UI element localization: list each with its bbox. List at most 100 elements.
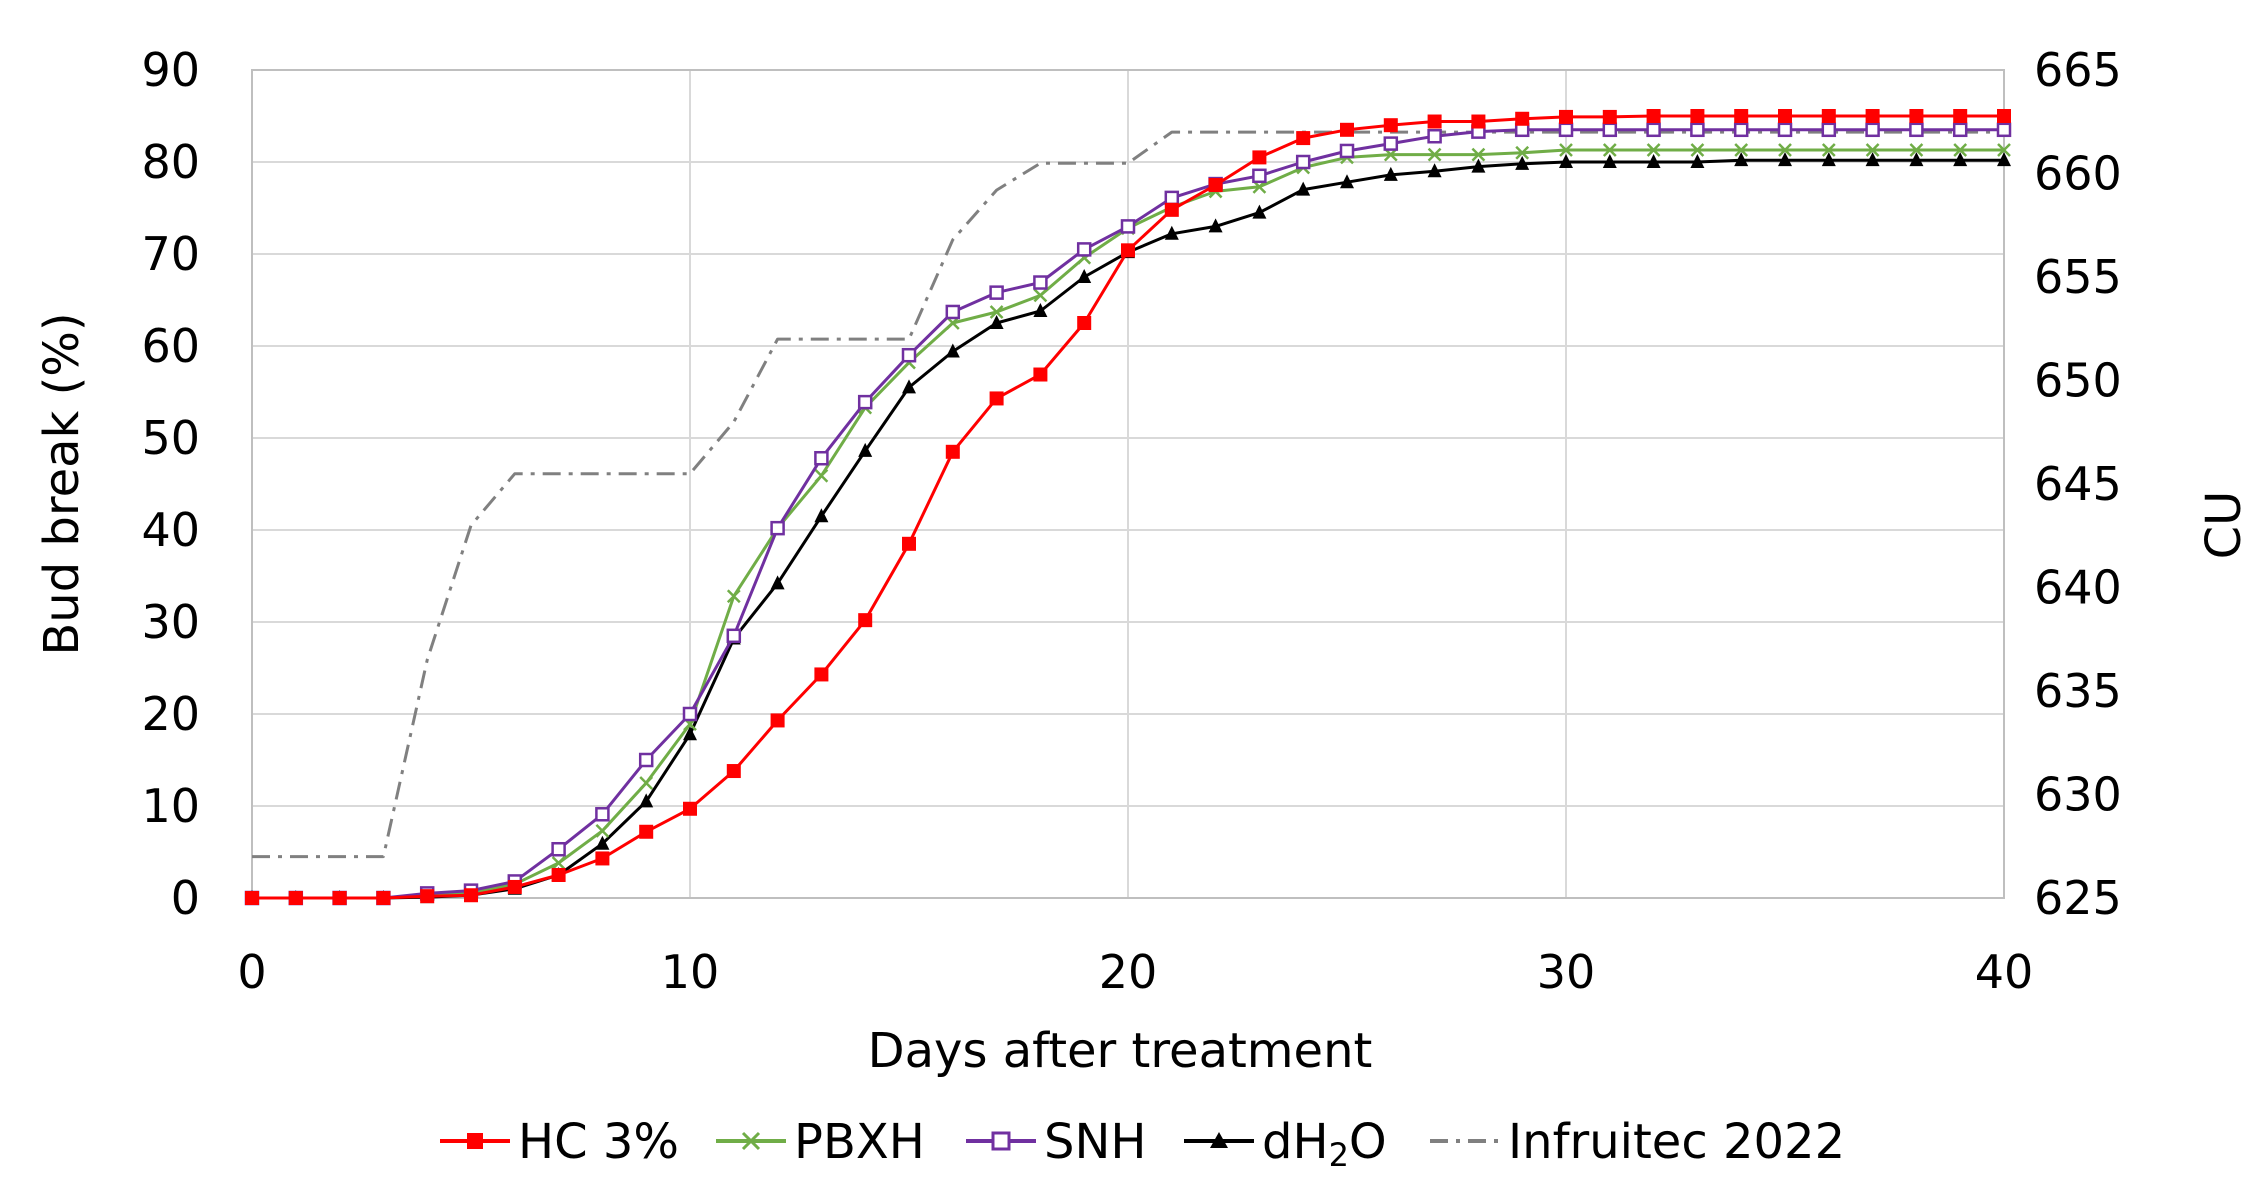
y-tick-label: 40 [141, 503, 200, 557]
data-point-pbxh [726, 589, 741, 604]
data-point-hc-3 [1515, 111, 1530, 126]
data-point-hc-3 [1164, 202, 1179, 217]
x-tick-label: 40 [1975, 945, 2034, 999]
data-point-dh2o [683, 726, 697, 741]
data-point-hc-3 [1471, 114, 1486, 129]
y-tick-label: 70 [141, 227, 200, 281]
data-point-snh [595, 807, 610, 822]
y-tick-label: 20 [141, 687, 200, 741]
data-point-dh2o [945, 343, 960, 358]
legend-item-infruitec: Infruitec 2022 [1430, 1114, 1845, 1170]
y-tick-label: 0 [171, 871, 200, 925]
data-point-pbxh [1821, 143, 1836, 157]
legend-marker-snh [991, 1131, 1011, 1151]
plot-frame [251, 69, 2005, 899]
data-point-snh [1952, 122, 1968, 138]
legend-item-dh2o: dH2O [1184, 1114, 1387, 1174]
data-point-hc-3 [288, 891, 303, 905]
data-point-hc-3 [1734, 109, 1749, 123]
data-point-hc-3 [1208, 178, 1223, 192]
legend-marker-hc3 [467, 1133, 483, 1149]
data-point-snh [1120, 219, 1136, 234]
data-point-pbxh [1997, 143, 2011, 157]
data-point-hc-3 [639, 824, 654, 839]
y-tick-label: 10 [141, 779, 200, 833]
x-tick-label: 10 [661, 945, 720, 999]
data-point-snh [551, 841, 566, 857]
y-tick-label: 80 [141, 135, 200, 189]
series-layer [244, 109, 2012, 906]
data-point-hc-3 [1953, 109, 1968, 123]
data-point-snh [989, 285, 1004, 300]
data-point-hc-3 [1909, 109, 1924, 123]
data-point-dh2o [1909, 152, 1924, 167]
legend-item-snh: SNH [966, 1114, 1146, 1170]
legend-marker-pbxh [741, 1131, 761, 1151]
data-point-pbxh [814, 468, 829, 483]
legend-label-pbxh: PBXH [794, 1114, 925, 1170]
data-point-pbxh [1427, 147, 1442, 162]
data-point-dh2o [1865, 152, 1880, 167]
data-point-dh2o [770, 575, 785, 590]
data-point-snh [638, 752, 654, 768]
data-point-pbxh [1646, 143, 1661, 157]
data-point-snh [1821, 122, 1837, 138]
data-point-dh2o [1077, 269, 1092, 283]
legend: HC 3% PBXH SNH dH2O Infruitec 2022 [440, 1114, 1845, 1174]
legend-label-dh2o-subscript: 2 [1329, 1136, 1349, 1174]
data-point-hc-3 [1033, 367, 1048, 382]
legend-marker-dh2o [1210, 1132, 1228, 1148]
data-point-snh [1777, 122, 1793, 138]
data-point-pbxh [1909, 143, 1924, 157]
data-point-hc-3 [1821, 109, 1836, 123]
y2-tick-label: 655 [2034, 250, 2122, 304]
y2-axis-ticks: 625 630 635 640 645 650 655 660 665 [2034, 43, 2122, 925]
data-point-hc-3 [814, 667, 829, 682]
data-point-dh2o [1778, 152, 1792, 167]
y2-axis-title: CU [2196, 491, 2252, 560]
x-tick-label: 30 [1537, 945, 1596, 999]
data-point-dh2o [1383, 166, 1398, 181]
data-point-dh2o [1427, 163, 1442, 178]
data-point-hc-3 [1252, 150, 1267, 165]
data-point-hc-3 [595, 851, 610, 866]
legend-label-dh2o-main: dH [1262, 1114, 1329, 1170]
data-point-dh2o [1602, 154, 1617, 168]
data-point-dh2o [1296, 181, 1311, 196]
legend-label-dh2o-end: O [1349, 1114, 1387, 1170]
data-point-snh [1033, 275, 1048, 290]
y-axis-ticks: 0 10 20 30 40 50 60 70 80 90 [141, 43, 200, 925]
data-point-snh [1164, 190, 1180, 206]
grid-layer [252, 69, 2005, 898]
data-point-pbxh [551, 856, 566, 870]
data-point-pbxh [1953, 143, 1968, 157]
x-tick-label: 20 [1099, 945, 1158, 999]
y-tick-label: 60 [141, 319, 200, 373]
series-line-infruitec-2022 [252, 130, 2004, 859]
data-point-snh [1076, 242, 1092, 257]
data-point-dh2o [1515, 155, 1530, 170]
data-point-hc-3 [332, 891, 347, 905]
series-hc-3 [245, 109, 2011, 905]
data-point-hc-3 [858, 613, 873, 628]
series-infruitec-2022 [252, 130, 2004, 859]
data-point-pbxh [1734, 143, 1749, 157]
data-point-pbxh [1865, 143, 1880, 157]
data-point-snh [1733, 122, 1749, 138]
data-point-hc-3 [376, 891, 391, 905]
legend-label-infruitec: Infruitec 2022 [1508, 1114, 1845, 1170]
data-point-snh [770, 520, 785, 536]
y-tick-label: 30 [141, 595, 200, 649]
data-point-snh [1295, 154, 1311, 170]
legend-label-dh2o: dH2O [1262, 1114, 1387, 1174]
data-point-snh [1865, 122, 1880, 138]
data-point-hc-3 [464, 888, 478, 903]
data-point-snh [1602, 122, 1618, 138]
data-point-hc-3 [1778, 109, 1792, 123]
y2-tick-label: 640 [2034, 561, 2122, 615]
data-point-hc-3 [989, 391, 1004, 406]
data-point-dh2o [1997, 152, 2011, 167]
data-point-snh [901, 347, 917, 363]
data-point-dh2o [1164, 225, 1179, 240]
y2-tick-label: 645 [2034, 457, 2122, 511]
